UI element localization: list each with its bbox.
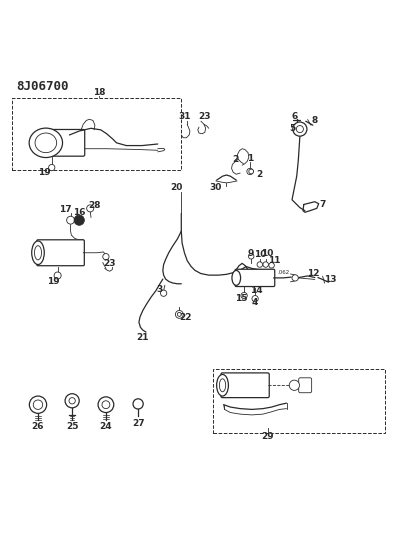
Text: 4: 4 xyxy=(252,298,258,307)
Text: 28: 28 xyxy=(88,201,100,210)
Circle shape xyxy=(269,263,274,268)
Circle shape xyxy=(247,168,253,175)
Circle shape xyxy=(133,399,143,409)
Circle shape xyxy=(103,254,109,260)
Ellipse shape xyxy=(32,241,44,264)
Circle shape xyxy=(74,215,84,225)
Bar xyxy=(213,369,385,433)
Text: 11: 11 xyxy=(268,256,280,265)
Circle shape xyxy=(293,122,307,136)
Text: 2: 2 xyxy=(232,155,239,164)
Text: 18: 18 xyxy=(93,88,105,98)
Circle shape xyxy=(87,205,94,212)
Text: 7: 7 xyxy=(320,200,326,209)
Text: 30: 30 xyxy=(210,183,222,192)
Text: 20: 20 xyxy=(170,183,183,192)
Circle shape xyxy=(241,293,247,298)
Text: 15: 15 xyxy=(235,294,247,303)
Text: 19: 19 xyxy=(38,168,51,177)
Circle shape xyxy=(249,254,254,259)
FancyBboxPatch shape xyxy=(299,378,312,393)
Circle shape xyxy=(48,164,55,171)
Text: .062: .062 xyxy=(277,270,290,275)
Text: 6: 6 xyxy=(291,112,297,121)
Text: 5: 5 xyxy=(289,124,295,133)
Ellipse shape xyxy=(232,270,241,285)
Circle shape xyxy=(252,296,258,302)
Text: 22: 22 xyxy=(179,313,191,322)
Text: 3: 3 xyxy=(156,285,162,294)
Circle shape xyxy=(289,380,299,390)
Circle shape xyxy=(54,272,61,279)
Text: 29: 29 xyxy=(261,432,274,441)
Text: 9: 9 xyxy=(248,249,255,257)
Ellipse shape xyxy=(35,133,57,152)
Text: 26: 26 xyxy=(32,422,44,431)
Text: 27: 27 xyxy=(132,419,145,428)
Circle shape xyxy=(30,396,46,413)
Circle shape xyxy=(292,274,298,281)
Text: 12: 12 xyxy=(307,269,319,278)
Text: 14: 14 xyxy=(249,286,262,295)
Text: 16: 16 xyxy=(73,208,85,217)
Circle shape xyxy=(98,397,114,413)
Text: 8J06700: 8J06700 xyxy=(17,80,69,93)
Ellipse shape xyxy=(34,246,41,260)
Text: 19: 19 xyxy=(47,277,60,286)
Text: 10: 10 xyxy=(254,250,266,259)
Text: 24: 24 xyxy=(100,422,112,431)
Text: 25: 25 xyxy=(66,422,78,431)
FancyBboxPatch shape xyxy=(221,373,269,398)
FancyBboxPatch shape xyxy=(37,240,84,266)
Circle shape xyxy=(263,262,268,267)
Circle shape xyxy=(65,394,79,408)
Ellipse shape xyxy=(29,128,63,158)
Text: 23: 23 xyxy=(199,112,211,121)
Text: 17: 17 xyxy=(59,205,72,214)
Bar xyxy=(13,98,181,171)
Text: 1: 1 xyxy=(247,154,253,163)
Circle shape xyxy=(69,398,75,404)
Text: 21: 21 xyxy=(136,334,148,343)
Circle shape xyxy=(160,290,167,296)
Ellipse shape xyxy=(219,379,226,392)
Circle shape xyxy=(175,310,183,318)
Text: 8: 8 xyxy=(312,116,318,125)
Circle shape xyxy=(33,400,43,409)
Text: 23: 23 xyxy=(104,259,116,268)
FancyBboxPatch shape xyxy=(235,269,275,287)
Circle shape xyxy=(177,312,181,317)
Text: 2: 2 xyxy=(256,169,262,179)
Ellipse shape xyxy=(217,375,229,396)
Circle shape xyxy=(257,262,262,267)
Circle shape xyxy=(67,216,74,224)
Text: 31: 31 xyxy=(178,112,191,121)
FancyBboxPatch shape xyxy=(44,130,85,156)
Text: 10: 10 xyxy=(262,249,274,259)
Circle shape xyxy=(249,169,253,174)
Circle shape xyxy=(102,401,110,409)
Text: 13: 13 xyxy=(324,274,337,284)
Circle shape xyxy=(296,126,303,133)
